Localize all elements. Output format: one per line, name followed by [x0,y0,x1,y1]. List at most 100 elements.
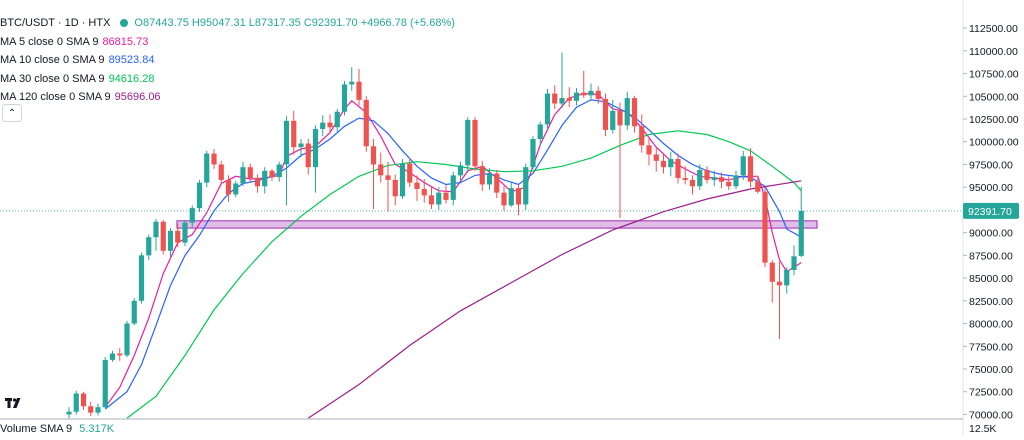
candle[interactable] [747,148,754,188]
candle[interactable] [269,169,275,181]
candle[interactable] [153,219,159,251]
candle[interactable] [262,167,268,194]
candle[interactable] [465,117,471,173]
collapse-legend-button[interactable]: ⌃ [2,104,22,122]
candle[interactable] [436,187,442,210]
candle[interactable] [66,407,72,419]
candle[interactable] [443,185,449,204]
candle[interactable] [233,180,239,198]
candle[interactable] [146,234,152,260]
candle[interactable] [711,170,717,187]
support-zone[interactable] [176,220,818,229]
volume-legend[interactable]: Volume SMA 9 5.317K [0,423,114,435]
candle[interactable] [102,357,108,409]
candle[interactable] [581,70,587,99]
candle[interactable] [682,166,688,185]
candle[interactable] [117,348,123,361]
candle[interactable] [639,114,645,153]
candle[interactable] [182,219,188,247]
candle[interactable] [218,160,224,185]
candle[interactable] [95,403,101,416]
indicator-ma120[interactable]: MA 120 close 0 SMA 9 95696.06 [0,88,455,107]
candle[interactable] [704,166,710,184]
candle[interactable] [305,139,311,175]
candle[interactable] [312,125,319,193]
candle[interactable] [450,171,456,206]
candle[interactable] [73,390,79,415]
candle[interactable] [276,161,282,182]
candle[interactable] [566,87,572,108]
candle[interactable] [240,161,246,187]
candle[interactable] [588,83,594,101]
candle[interactable] [204,150,210,188]
candle[interactable] [784,267,790,294]
candle[interactable] [138,252,145,304]
candle[interactable] [559,52,565,109]
candle[interactable] [327,114,333,134]
candle[interactable] [334,109,340,134]
candle[interactable] [131,298,137,326]
candle[interactable] [515,184,522,216]
candle[interactable] [457,161,464,181]
candle[interactable] [479,160,485,191]
candle[interactable] [595,86,601,104]
candle[interactable] [660,154,667,174]
candle[interactable] [486,168,493,190]
candle[interactable] [124,320,130,358]
candle[interactable] [392,174,398,206]
symbol-title[interactable]: BTC/USDT · 1D · HTX [0,17,111,29]
candle[interactable] [675,153,681,184]
candle[interactable] [167,228,174,258]
candle[interactable] [472,117,478,171]
candle[interactable] [378,152,384,183]
candle[interactable] [697,164,703,190]
candle[interactable] [798,186,804,258]
candle[interactable] [508,182,514,208]
candle[interactable] [501,186,507,211]
candle[interactable] [733,170,739,189]
candle[interactable] [175,223,181,248]
indicator-ma30[interactable]: MA 30 close 0 SMA 9 94616.28 [0,70,455,89]
candle[interactable] [349,67,355,91]
candle[interactable] [399,159,406,199]
candle[interactable] [668,151,674,177]
candle[interactable] [537,121,543,147]
candle[interactable] [80,391,87,410]
candle[interactable] [298,139,304,158]
candle[interactable] [631,96,638,133]
indicator-ma5[interactable]: MA 5 close 0 SMA 9 86815.73 [0,33,455,52]
candle[interactable] [356,69,362,106]
candle[interactable] [254,174,261,193]
candle[interactable] [109,350,116,362]
candle[interactable] [740,150,746,180]
candle[interactable] [653,146,659,172]
candle[interactable] [689,175,696,195]
candle[interactable] [718,172,725,189]
candle[interactable] [247,163,253,183]
candle[interactable] [414,175,420,201]
candle[interactable] [762,187,768,268]
candle[interactable] [530,136,536,169]
candle[interactable] [646,139,652,166]
candle[interactable] [160,219,166,255]
candle[interactable] [544,89,551,129]
candle[interactable] [189,205,195,228]
candle[interactable] [755,176,761,194]
candle[interactable] [407,158,413,188]
candle[interactable] [320,115,326,137]
candle[interactable] [776,261,783,339]
candle[interactable] [617,102,623,219]
candle[interactable] [428,187,435,209]
candle[interactable] [769,259,775,303]
candle[interactable] [385,161,391,212]
indicator-ma10[interactable]: MA 10 close 0 SMA 9 89523.84 [0,51,455,70]
candle[interactable] [283,116,290,206]
candle[interactable] [421,179,427,203]
candle[interactable] [602,93,609,137]
candle[interactable] [726,176,732,190]
candle[interactable] [88,401,94,417]
candle[interactable] [211,149,217,169]
candle[interactable] [363,96,369,152]
candle[interactable] [624,91,630,130]
